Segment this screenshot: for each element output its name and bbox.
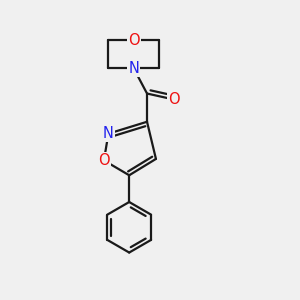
Text: O: O: [168, 92, 180, 107]
Text: O: O: [128, 32, 140, 47]
Text: O: O: [98, 153, 110, 168]
Text: N: N: [128, 61, 139, 76]
Text: N: N: [103, 126, 114, 141]
